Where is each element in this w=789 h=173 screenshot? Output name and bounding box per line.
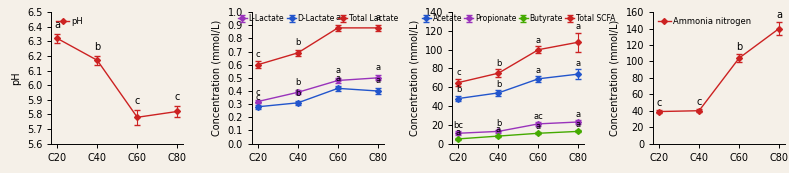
Text: b: b [295, 38, 301, 47]
Text: a: a [376, 63, 380, 72]
Text: a: a [496, 125, 501, 134]
Text: ac: ac [533, 112, 544, 121]
Text: bc: bc [454, 121, 463, 130]
Text: c: c [135, 96, 140, 106]
Legend: Acetate, Propionate, Butyrate, Total SCFA: Acetate, Propionate, Butyrate, Total SCF… [421, 13, 616, 24]
Text: a: a [376, 13, 380, 22]
Text: a: a [576, 59, 581, 68]
Text: c: c [456, 68, 461, 77]
Text: c: c [174, 92, 180, 102]
Text: c: c [256, 49, 260, 58]
Text: b: b [495, 119, 501, 128]
Text: b: b [456, 85, 461, 94]
Text: b: b [295, 78, 301, 87]
Text: a: a [776, 10, 782, 20]
Text: b: b [495, 59, 501, 68]
Y-axis label: Concentration (mmol/L): Concentration (mmol/L) [212, 20, 222, 136]
Text: a: a [335, 13, 340, 22]
Text: c: c [256, 93, 260, 102]
Text: a: a [335, 66, 340, 75]
Text: a: a [576, 120, 581, 129]
Text: a: a [536, 35, 541, 44]
Text: b: b [94, 42, 100, 52]
Text: a: a [536, 66, 541, 75]
Text: c: c [256, 88, 260, 97]
Text: a: a [536, 122, 541, 131]
Text: a: a [54, 20, 60, 30]
Text: c: c [697, 97, 701, 107]
Y-axis label: Concentration (mmol/L): Concentration (mmol/L) [409, 20, 420, 136]
Legend: L-Lactate, D-Lactate, Total Lactate: L-Lactate, D-Lactate, Total Lactate [237, 13, 399, 24]
Text: c: c [656, 98, 662, 108]
Text: a: a [456, 128, 461, 136]
Text: a: a [376, 76, 380, 85]
Y-axis label: Concentration (mmol/L): Concentration (mmol/L) [610, 20, 620, 136]
Text: a: a [576, 110, 581, 119]
Text: b: b [495, 80, 501, 89]
Text: a: a [576, 22, 581, 31]
Text: a: a [335, 74, 340, 83]
Text: b: b [295, 89, 301, 98]
Text: b: b [736, 42, 742, 52]
Legend: pH: pH [55, 16, 84, 27]
Legend: Ammonia nitrogen: Ammonia nitrogen [657, 16, 752, 27]
Y-axis label: pH: pH [11, 71, 21, 85]
